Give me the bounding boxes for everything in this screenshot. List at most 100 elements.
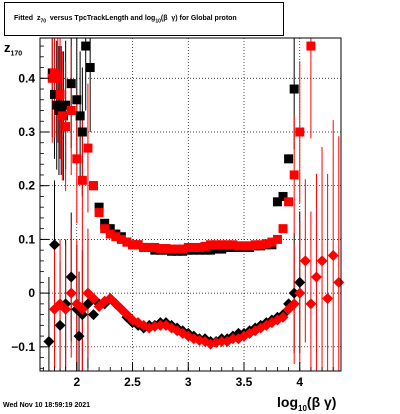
data-point: [49, 68, 59, 78]
data-markers: [43, 41, 345, 350]
data-point: [65, 271, 77, 283]
data-point: [81, 41, 91, 51]
data-point: [54, 319, 66, 331]
data-point: [284, 154, 294, 164]
data-point: [305, 298, 317, 310]
data-point: [289, 84, 299, 94]
data-point: [105, 229, 115, 239]
data-point: [47, 73, 57, 83]
data-point: [256, 240, 266, 250]
data-point: [216, 335, 228, 347]
data-point: [49, 89, 59, 99]
data-point: [55, 89, 65, 99]
data-point: [327, 250, 339, 262]
data-point: [155, 244, 165, 254]
data-point: [172, 244, 182, 254]
data-point: [66, 106, 76, 116]
y-tick-label: 0.4: [18, 71, 35, 85]
data-point: [76, 303, 88, 315]
y-tick-label: 0: [28, 286, 35, 300]
data-point: [73, 330, 85, 342]
y-tick-label: 0.3: [18, 125, 35, 139]
x-tick-label: 3.5: [236, 375, 253, 389]
y-tick-label: 0.2: [18, 179, 35, 193]
data-point: [167, 244, 177, 254]
axis-ticks: 2 2.5 3 3.5 4 −0.1 0 0.1 0.2 0.3 0.4: [11, 45, 334, 389]
data-point: [122, 237, 132, 247]
data-point: [322, 292, 334, 304]
data-point: [161, 244, 171, 254]
data-point: [294, 276, 306, 288]
y-axis-label: z170: [4, 40, 23, 58]
grid: [40, 38, 341, 371]
data-point: [111, 232, 121, 242]
data-point: [249, 325, 261, 337]
data-point: [227, 333, 239, 345]
data-point: [48, 239, 60, 251]
data-point: [233, 241, 243, 251]
data-point: [284, 197, 294, 207]
data-point: [189, 242, 199, 252]
data-point: [83, 143, 93, 153]
x-tick-label: 2: [73, 375, 80, 389]
data-point: [228, 240, 238, 250]
data-point: [94, 202, 104, 212]
data-point: [278, 224, 288, 234]
x-tick-label: 2.5: [124, 375, 141, 389]
y-tick-label: 0.1: [18, 232, 35, 246]
data-point: [75, 111, 85, 121]
data-point: [211, 240, 221, 250]
data-point: [272, 234, 282, 244]
data-point: [250, 240, 260, 250]
datestamp: Wed Nov 10 18:59:19 2021: [3, 402, 91, 409]
data-point: [299, 255, 311, 267]
data-point: [267, 237, 277, 247]
data-point: [288, 287, 300, 299]
data-point: [306, 41, 316, 51]
data-point: [89, 181, 99, 191]
data-point: [288, 298, 300, 310]
data-point: [105, 224, 115, 234]
data-point: [94, 208, 104, 218]
data-point: [56, 106, 66, 116]
data-point: [66, 79, 76, 89]
data-point: [200, 241, 210, 251]
data-point: [183, 242, 193, 252]
data-point: [77, 127, 87, 137]
chart-title: Fitted z70 versus TpcTrackLength and log…: [14, 15, 237, 25]
data-point: [116, 234, 126, 244]
data-point: [144, 242, 154, 252]
data-point: [43, 335, 55, 347]
data-point: [128, 240, 138, 250]
data-point: [278, 191, 288, 201]
data-point: [72, 154, 82, 164]
data-point: [88, 292, 100, 304]
data-point: [57, 111, 67, 121]
data-point: [178, 244, 188, 254]
data-point: [65, 287, 77, 299]
plot-frame: [39, 37, 342, 372]
data-point: [277, 311, 289, 323]
data-point: [77, 175, 87, 185]
x-axis-label: log10(β γ): [277, 394, 337, 413]
data-point: [316, 255, 328, 267]
data-point: [52, 100, 62, 110]
data-point: [53, 73, 63, 83]
data-point: [333, 276, 345, 288]
data-point: [245, 241, 255, 251]
data-point: [217, 240, 227, 250]
data-point: [72, 95, 82, 105]
data-point: [100, 218, 110, 228]
data-point: [194, 242, 204, 252]
data-point: [61, 100, 71, 110]
data-point: [133, 240, 143, 250]
x-tick-label: 4: [296, 375, 303, 389]
data-point: [154, 319, 166, 331]
data-point: [100, 224, 110, 234]
data-point: [60, 303, 72, 315]
data-point: [295, 127, 305, 137]
data-point: [206, 240, 216, 250]
data-point: [310, 271, 322, 283]
data-point: [206, 245, 216, 255]
